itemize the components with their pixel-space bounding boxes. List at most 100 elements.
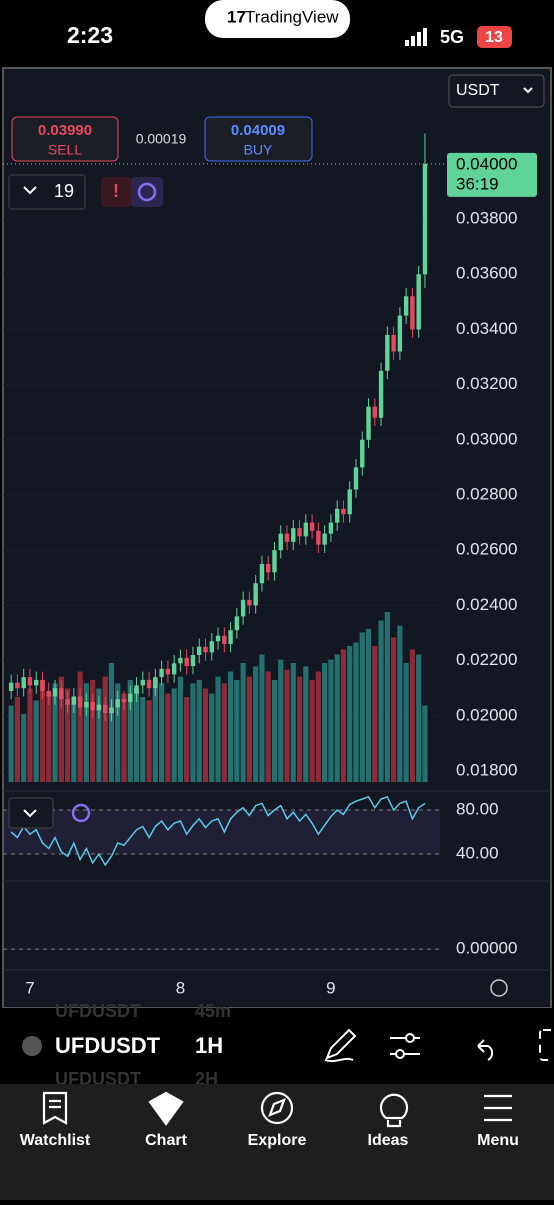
badge: 13 (485, 29, 503, 46)
candle-body (128, 693, 133, 702)
volume-bar (177, 676, 184, 782)
candle-body (328, 522, 334, 534)
sync-icon[interactable] (131, 177, 163, 207)
last-price-box (447, 152, 537, 197)
volume-bar (171, 688, 177, 782)
y-tick-label: 0.02600 (456, 540, 517, 559)
candle-body (96, 704, 102, 711)
volume-bar (253, 666, 259, 782)
interval-ghost: 2H (195, 1069, 218, 1089)
x-tick-label: 7 (25, 978, 34, 997)
settings-icon[interactable] (490, 979, 508, 997)
alert-icon[interactable] (101, 177, 131, 207)
volume-bar (328, 659, 334, 782)
candle-body (215, 635, 221, 642)
currency-select[interactable] (448, 74, 545, 108)
volume-bar (52, 683, 58, 782)
volume-bar (108, 663, 115, 782)
volume-bar (309, 680, 315, 782)
nav-label[interactable]: Ideas (368, 1132, 409, 1149)
y-tick-label: 0.03600 (456, 264, 517, 283)
symbol-ghost: UFDUSDT (55, 1069, 141, 1089)
y-tick-label: 0.02000 (456, 705, 517, 724)
symbol-ghost: UFDUSDT (55, 1001, 141, 1021)
volume-bar (39, 680, 46, 782)
fullscreen-icon[interactable] (539, 1029, 554, 1061)
sell-button[interactable] (11, 116, 119, 162)
volume-bar (71, 697, 77, 782)
candle-body (153, 677, 158, 689)
volume-bar (365, 629, 372, 782)
app-pill[interactable] (205, 0, 350, 38)
volume-bar (77, 671, 83, 782)
volume-bar (284, 669, 290, 782)
volume-bar (184, 697, 190, 782)
nav-icons (42, 1091, 512, 1128)
pane-toggle[interactable] (8, 797, 54, 829)
volume-bar (8, 705, 14, 782)
y-tick-label: 0.02400 (456, 595, 517, 614)
alert-mark: ! (113, 181, 119, 201)
candle-body (178, 657, 183, 664)
chart-background (3, 68, 551, 1008)
volume-bar (416, 654, 422, 782)
symbol-icon (22, 1036, 42, 1056)
candle-body (353, 467, 359, 490)
volume-bar (397, 625, 403, 782)
y-tick-label: 0.02800 (456, 484, 517, 503)
buy-label: BUY (244, 142, 273, 158)
settings-sliders-icon[interactable] (390, 1033, 420, 1059)
symbol[interactable]: UFDUSDT (55, 1033, 161, 1058)
y-tick-label: 0.01800 (456, 760, 517, 779)
volume-bar (46, 693, 52, 782)
volume-bar (215, 676, 221, 782)
candle-body (416, 274, 421, 330)
volume-bar (296, 676, 303, 782)
candle-body (52, 688, 58, 697)
volume-bar (384, 612, 390, 782)
nav-label[interactable]: Explore (248, 1132, 307, 1149)
candle-body (90, 701, 95, 711)
undo-icon[interactable] (477, 1039, 494, 1061)
candle-body (378, 370, 384, 418)
nav-label[interactable]: Chart (145, 1132, 187, 1149)
interval[interactable]: 1H (195, 1033, 223, 1058)
volume-bar (340, 649, 347, 782)
volume-bar (196, 680, 202, 782)
candle-body (59, 688, 64, 700)
volume-bar (278, 659, 284, 782)
buy-price: 0.04009 (231, 122, 285, 139)
candle-body (322, 533, 327, 545)
x-tick-label: 8 (176, 978, 185, 997)
candle-body (27, 677, 33, 686)
draw-icon[interactable] (324, 1028, 357, 1063)
signal-icon (405, 28, 427, 46)
volume-bar (221, 683, 227, 782)
candle-body (234, 616, 240, 631)
network: 5G (440, 27, 464, 47)
y-tick-label: 0.03200 (456, 374, 517, 393)
candle-body (65, 699, 70, 705)
candle-body (347, 489, 352, 515)
candle-body (46, 690, 51, 697)
rsi-pane: 80.00 40.00 (3, 790, 551, 867)
candle-body (266, 563, 271, 573)
y-tick-label: 0.03800 (456, 209, 517, 228)
candle-body (197, 646, 202, 656)
candle-body (316, 530, 321, 545)
buy-button[interactable] (204, 116, 313, 162)
nav-label[interactable]: Watchlist (20, 1132, 91, 1149)
y-tick-label: 0.03000 (456, 429, 517, 448)
candle-body (209, 641, 214, 653)
volume-bar (378, 620, 384, 782)
candle-body (115, 699, 120, 708)
nav-label[interactable]: Menu (477, 1132, 519, 1149)
sync-glyph[interactable] (71, 803, 91, 823)
volume-bar (209, 693, 215, 782)
volume-bar (334, 654, 340, 782)
candle-body (165, 668, 171, 675)
indicator-toggle[interactable] (8, 174, 86, 210)
volume-bar (159, 683, 165, 782)
volume-bar (115, 683, 121, 782)
volume-bar (290, 663, 296, 782)
